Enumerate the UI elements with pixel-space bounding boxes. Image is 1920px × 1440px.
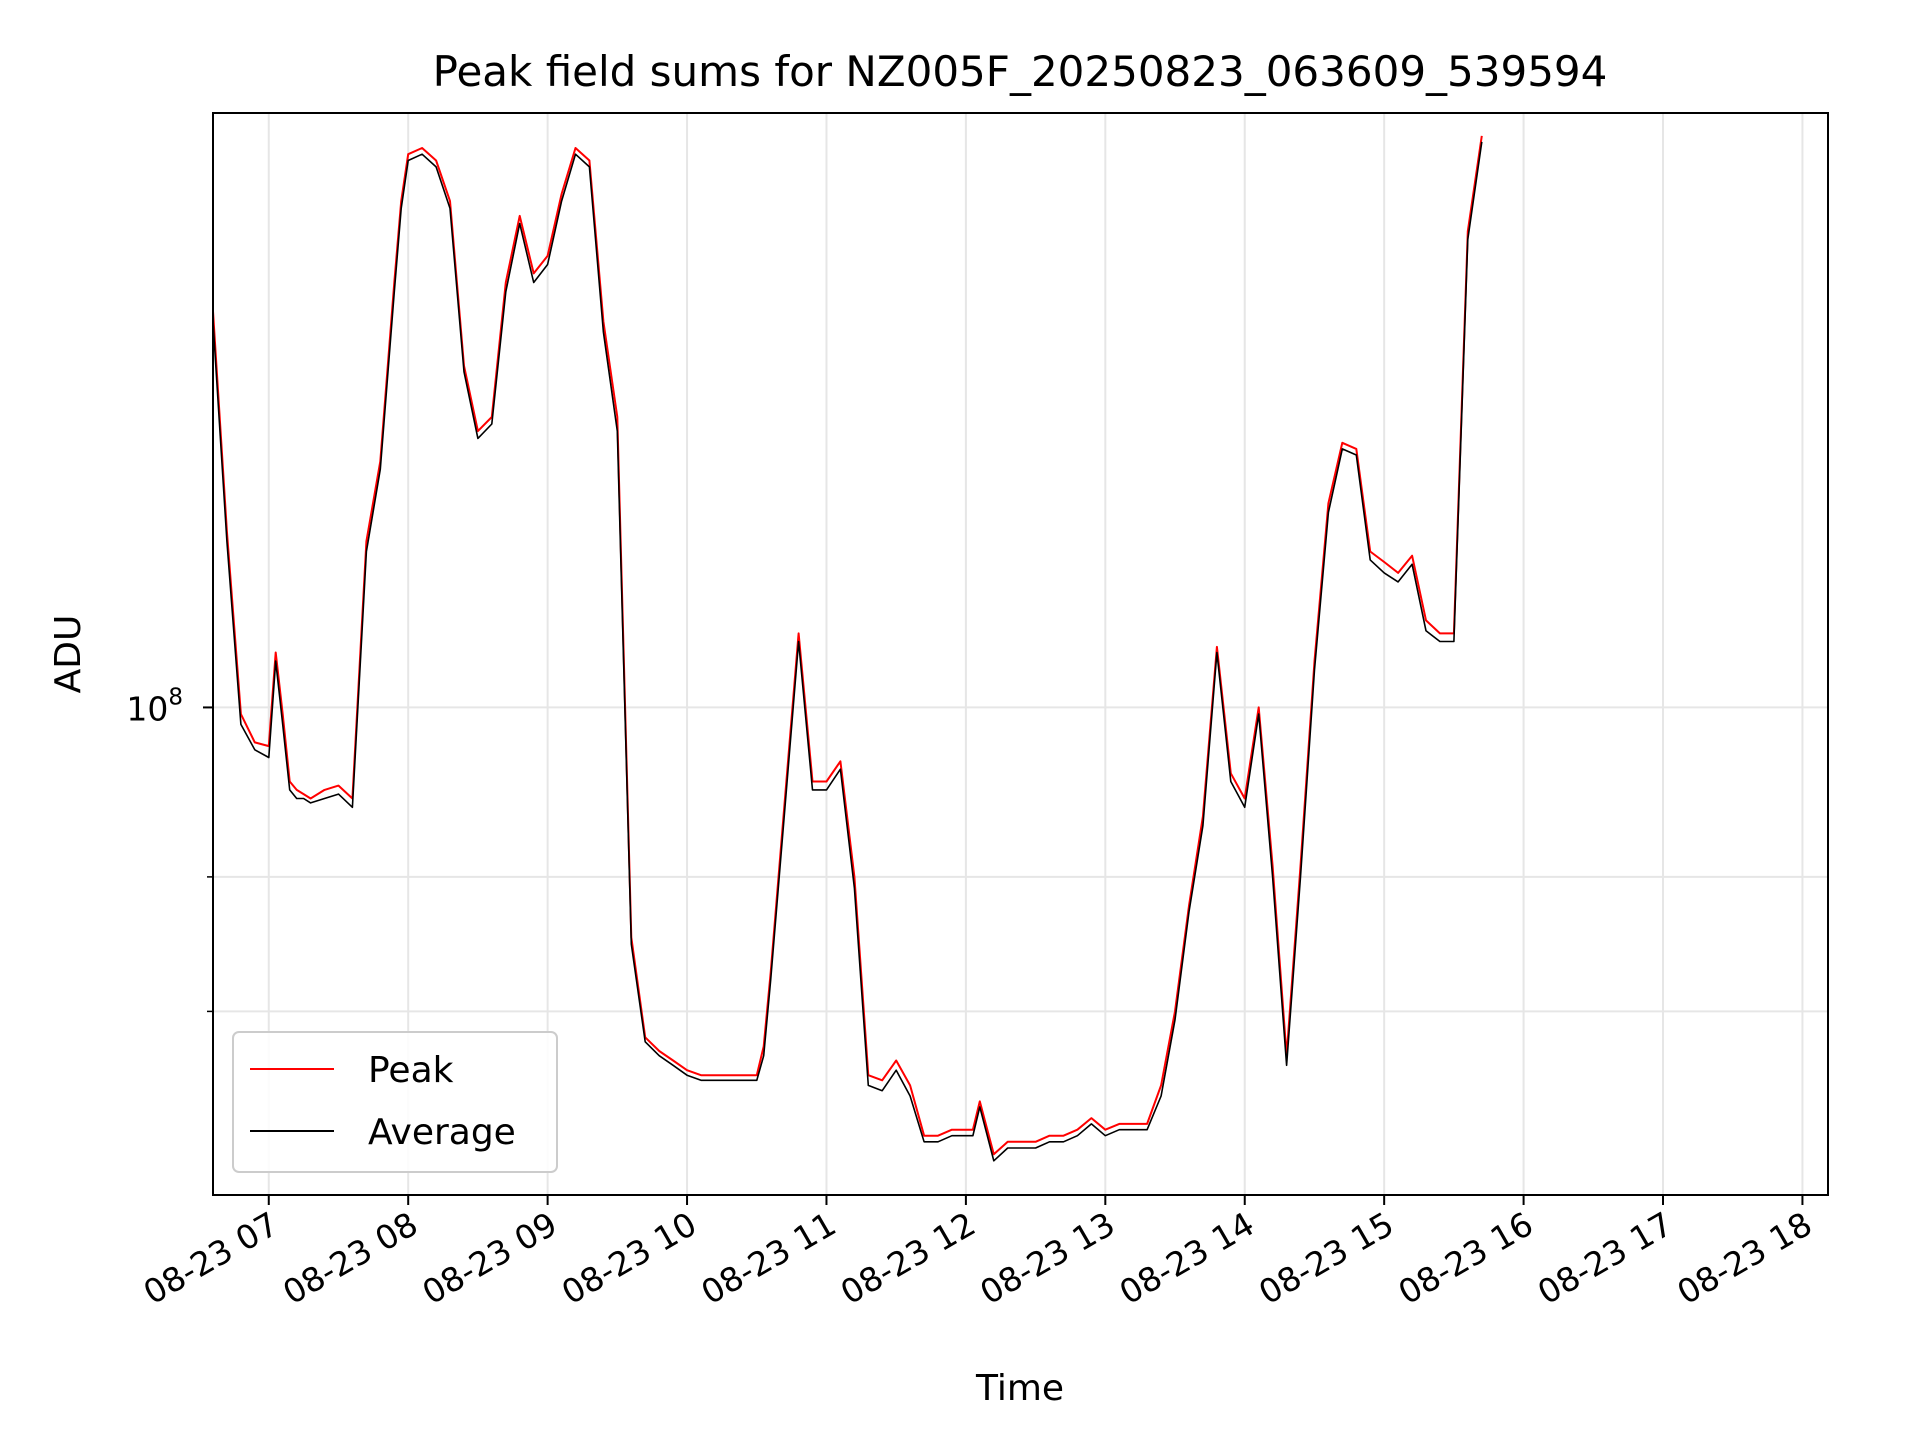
x-tick-label: 08-23 10 [555,1204,703,1312]
x-tick-label: 08-23 11 [694,1204,842,1312]
y-axis-label: ADU [48,615,89,694]
x-tick-label: 08-23 13 [973,1204,1121,1312]
legend: Peak Average [232,1031,558,1173]
x-tick-label: 08-23 07 [137,1204,285,1312]
x-tick-label: 08-23 08 [276,1204,424,1312]
x-tick-label: 08-23 09 [416,1204,564,1312]
chart-title: Peak field sums for NZ005F_20250823_0636… [433,47,1608,96]
plot-frame [212,112,1829,1196]
x-tick-label: 08-23 16 [1392,1204,1540,1312]
legend-label-peak: Peak [368,1050,454,1091]
legend-label-average: Average [368,1112,516,1153]
grid [213,113,1828,1195]
x-tick-label: 08-23 12 [834,1204,982,1312]
legend-box [232,1031,558,1173]
y-tick-label: 108 [126,684,183,728]
x-tick-label: 08-23 14 [1113,1204,1261,1312]
series-group [213,135,1483,1162]
series-line-average [213,141,1483,1162]
x-tick-label: 08-23 15 [1252,1204,1400,1312]
x-tick-label: 08-23 18 [1670,1204,1818,1312]
x-axis-label: Time [975,1368,1064,1409]
x-tick-label: 08-23 17 [1531,1204,1679,1312]
